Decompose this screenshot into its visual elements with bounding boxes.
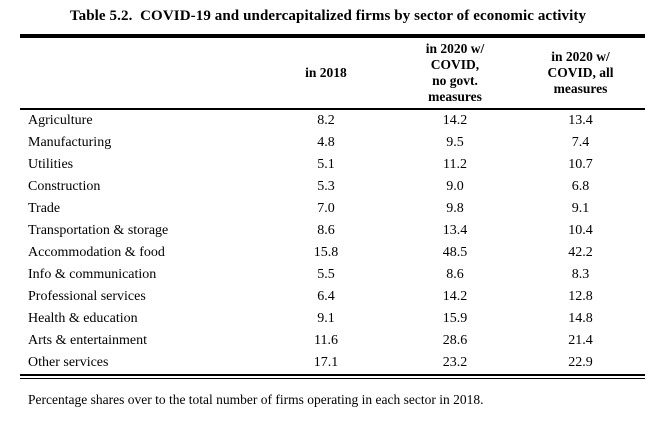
value-2018: 5.3 [317, 179, 335, 194]
value-2020-no-govt: 48.5 [442, 245, 468, 260]
table-row: Info & communication 5.5 8.6 8.3 [20, 264, 645, 286]
header-line: COVID, [430, 57, 480, 72]
value-2020-no-govt: 14.2 [442, 289, 468, 304]
value-2020-all: 42.2 [568, 245, 593, 260]
value-2020-no-govt: 28.6 [442, 333, 468, 348]
header-line: measures [553, 81, 608, 96]
data-table: in 2018 in 2020 w/ COVID, no govt. measu… [20, 38, 645, 374]
table-bottom-rule [20, 374, 645, 379]
value-2020-all: 7.4 [571, 135, 590, 150]
value-2020-no-govt: 15.9 [442, 311, 468, 326]
value-2018: 15.8 [313, 245, 339, 260]
column-header-sector [20, 38, 258, 110]
value-2020-no-govt: 11.2 [443, 157, 467, 172]
value-2020-no-govt: 14.2 [442, 113, 468, 128]
header-line: in 2018 [305, 65, 347, 80]
sector-label: Utilities [28, 157, 74, 172]
value-2020-no-govt: 23.2 [442, 355, 468, 370]
sector-label: Manufacturing [28, 135, 112, 150]
table-row: Manufacturing 4.8 9.5 7.4 [20, 132, 645, 154]
table-row: Professional services 6.4 14.2 12.8 [20, 286, 645, 308]
table-title: Table 5.2. COVID-19 and undercapitalized… [69, 8, 587, 24]
value-2018: 5.1 [317, 157, 335, 172]
value-2020-all: 10.7 [568, 157, 593, 172]
sector-label: Info & communication [28, 267, 157, 282]
sector-label: Health & education [28, 311, 138, 326]
header-line: measures [428, 89, 482, 104]
column-header-2020-all-measures: in 2020 w/ COVID, all measures [516, 38, 645, 110]
value-2020-no-govt: 13.4 [442, 223, 468, 238]
value-2020-all: 22.9 [568, 355, 593, 370]
value-2020-all: 14.8 [568, 311, 593, 326]
table-row: Accommodation & food 15.8 48.5 42.2 [20, 242, 645, 264]
column-header-2018: in 2018 [258, 38, 394, 110]
table-body: Agriculture 8.2 14.2 13.4 Manufacturing … [20, 109, 645, 374]
table-footnote: Percentage shares over to the total numb… [28, 392, 484, 407]
header-row: in 2018 in 2020 w/ COVID, no govt. measu… [20, 38, 645, 110]
table-row: Other services 17.1 23.2 22.9 [20, 352, 645, 374]
table-row: Health & education 9.1 15.9 14.8 [20, 308, 645, 330]
sector-label: Other services [28, 355, 109, 370]
value-2018: 4.8 [317, 135, 335, 150]
table-top-rule [20, 34, 645, 38]
header-line: COVID, all [547, 65, 614, 80]
sector-label: Agriculture [28, 113, 93, 128]
table-row: Trade 7.0 9.8 9.1 [20, 198, 645, 220]
value-2020-all: 9.1 [571, 201, 590, 216]
table-row: Utilities 5.1 11.2 10.7 [20, 154, 645, 176]
value-2020-all: 13.4 [568, 113, 593, 128]
table-area: in 2018 in 2020 w/ COVID, no govt. measu… [20, 34, 645, 379]
value-2018: 17.1 [313, 355, 339, 370]
value-2018: 6.4 [317, 289, 335, 304]
table-row: Construction 5.3 9.0 6.8 [20, 176, 645, 198]
table-row: Arts & entertainment 11.6 28.6 21.4 [20, 330, 645, 352]
value-2020-no-govt: 8.6 [446, 267, 464, 282]
table-row: Transportation & storage 8.6 13.4 10.4 [20, 220, 645, 242]
sector-label: Transportation & storage [28, 223, 169, 238]
value-2020-all: 10.4 [568, 223, 593, 238]
value-2018: 9.1 [317, 311, 335, 326]
value-2020-all: 8.3 [571, 267, 590, 282]
value-2020-no-govt: 9.8 [446, 201, 464, 216]
value-2020-all: 6.8 [571, 179, 590, 194]
value-2020-all: 21.4 [568, 333, 593, 348]
sector-label: Trade [28, 201, 61, 216]
sector-label: Construction [28, 179, 101, 194]
value-2018: 7.0 [317, 201, 335, 216]
value-2018: 5.5 [317, 267, 335, 282]
value-2018: 8.2 [317, 113, 335, 128]
table-header: in 2018 in 2020 w/ COVID, no govt. measu… [20, 38, 645, 110]
column-header-2020-no-govt-measures: in 2020 w/ COVID, no govt. measures [394, 38, 516, 110]
value-2020-all: 12.8 [568, 289, 593, 304]
header-line: no govt. [432, 73, 478, 88]
value-2018: 11.6 [314, 333, 338, 348]
header-line: in 2020 w/ [425, 41, 485, 56]
table-row: Agriculture 8.2 14.2 13.4 [20, 109, 645, 132]
value-2018: 8.6 [317, 223, 335, 238]
sector-label: Arts & entertainment [28, 333, 147, 348]
sector-label: Accommodation & food [28, 245, 165, 260]
header-line: in 2020 w/ [551, 49, 610, 64]
sector-label: Professional services [28, 289, 146, 304]
value-2020-no-govt: 9.0 [446, 179, 464, 194]
value-2020-no-govt: 9.5 [446, 135, 464, 150]
